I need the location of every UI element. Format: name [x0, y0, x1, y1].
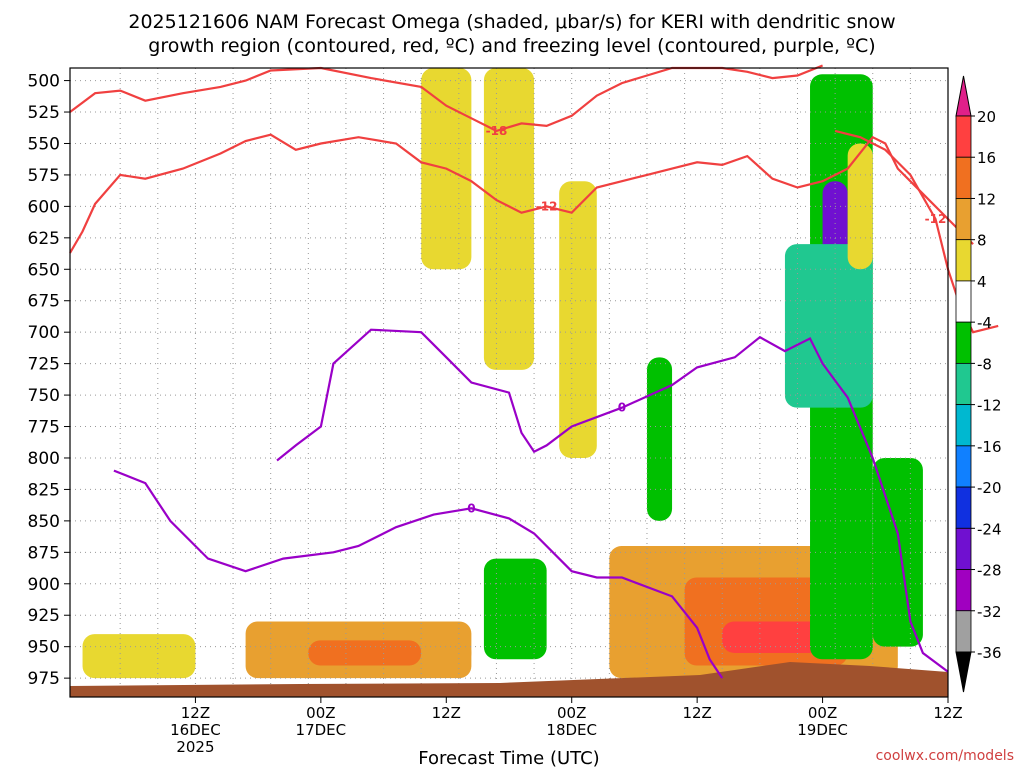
- contour-line-0: [276, 328, 949, 673]
- colorbar-swatch-12: [955, 610, 972, 653]
- colorbar-swatch-10: [955, 527, 972, 570]
- colorbar-label-6: -8: [977, 355, 992, 373]
- colorbar-swatch-7: [955, 404, 972, 447]
- colorbar-label-10: -24: [977, 520, 1002, 538]
- colorbar-label-12: -32: [977, 603, 1002, 621]
- y-tick-label-11: 775: [28, 418, 60, 438]
- y-tick-label-2: 550: [28, 134, 60, 154]
- contour-label-3: -18: [486, 124, 508, 138]
- terrain-ground: [70, 662, 948, 697]
- colorbar-label-4: 4: [977, 273, 987, 291]
- y-tick-label-13: 825: [28, 480, 60, 500]
- y-tick-label-15: 875: [28, 543, 60, 563]
- omega-shading: [82, 68, 923, 679]
- sinking-column-upper-3: [559, 181, 597, 458]
- colorbar-label-13: -36: [977, 644, 1002, 662]
- colorbar-swatch-5: [955, 321, 972, 364]
- x-tick-label-4-0: 12Z: [682, 704, 711, 722]
- colorbar: 20 16 12 8 4 -4 -8 -12 -16 -20 -24 -28 -32 -36: [955, 75, 1002, 693]
- watermark: coolwx.com/models: [876, 748, 1014, 764]
- rising-cell-mid: [646, 357, 673, 521]
- x-tick-label-3-0: 00Z: [557, 704, 586, 722]
- y-tick-label-7: 675: [28, 292, 60, 312]
- colorbar-label-1: 16: [977, 149, 996, 167]
- colorbar-label-2: 12: [977, 190, 996, 208]
- colorbar-swatch-4: [955, 280, 972, 323]
- colorbar-label-5: -4: [977, 314, 992, 332]
- contour-line-2: [69, 133, 974, 254]
- colorbar-swatch-0: [955, 115, 972, 158]
- x-tick-label-5-0: 00Z: [808, 704, 837, 722]
- colorbar-swatch-9: [955, 486, 972, 529]
- colorbar-swatch-8: [955, 445, 972, 488]
- y-tick-label-18: 950: [28, 638, 60, 658]
- y-axis: 500 525 550 575 600 625 650 675 700 725 750 775 800 8…: [28, 72, 70, 689]
- sinking-cell-core-1: [308, 640, 422, 666]
- y-tick-label-3: 575: [28, 166, 60, 186]
- colorbar-label-7: -12: [977, 397, 1002, 415]
- contour-label-1: 0: [467, 501, 475, 515]
- y-tick-label-10: 750: [28, 386, 60, 406]
- y-tick-label-8: 700: [28, 323, 60, 343]
- sinking-cell-core-2: [421, 640, 472, 666]
- y-tick-label-17: 925: [28, 606, 60, 626]
- sinking-cell-west-max: [722, 621, 836, 653]
- chart-title-line2: growth region (contoured, red, ºC) and f…: [148, 35, 875, 57]
- y-tick-label-19: 975: [28, 669, 60, 689]
- rising-column-low: [872, 457, 923, 647]
- y-tick-label-5: 625: [28, 229, 60, 249]
- sinking-cell-east-1: [82, 634, 196, 679]
- contour-label-4: -12: [925, 212, 947, 226]
- terrain: [70, 662, 948, 697]
- x-tick-label-2-0: 12Z: [432, 704, 461, 722]
- x-tick-label-0-2: 2025: [176, 738, 214, 756]
- y-tick-label-16: 900: [28, 575, 60, 595]
- colorbar-bottom-arrow: [955, 651, 972, 693]
- y-tick-label-0: 500: [28, 72, 60, 92]
- x-tick-label-6-0: 12Z: [933, 704, 962, 722]
- colorbar-label-8: -16: [977, 438, 1002, 456]
- colorbar-label-0: 20: [977, 108, 996, 126]
- colorbar-swatch-1: [955, 156, 972, 199]
- y-tick-label-6: 650: [28, 260, 60, 280]
- sinking-column-upper-2: [483, 68, 535, 370]
- x-tick-label-1-1: 17DEC: [296, 721, 347, 739]
- contour-label-2: -12: [536, 199, 558, 213]
- x-tick-label-5-1: 19DEC: [797, 721, 848, 739]
- contour-label-0: 0: [618, 401, 626, 415]
- colorbar-swatch-2: [955, 198, 972, 241]
- y-tick-label-14: 850: [28, 512, 60, 532]
- rising-column-edge: [784, 244, 873, 408]
- x-axis-label: Forecast Time (UTC): [418, 748, 599, 768]
- y-tick-label-4: 600: [28, 197, 60, 217]
- colorbar-label-3: 8: [977, 232, 987, 250]
- colorbar-top-arrow: [955, 75, 972, 117]
- y-tick-label-12: 800: [28, 449, 60, 469]
- x-tick-label-0-0: 12Z: [181, 704, 210, 722]
- y-tick-label-9: 725: [28, 355, 60, 375]
- colorbar-swatch-3: [955, 239, 972, 282]
- colorbar-swatch-6: [955, 362, 972, 406]
- rising-cell-lowlevel: [483, 558, 547, 660]
- colorbar-label-11: -28: [977, 562, 1002, 580]
- chart-title-line1: 2025121606 NAM Forecast Omega (shaded, μ…: [128, 11, 895, 33]
- x-tick-label-0-1: 16DEC: [170, 721, 221, 739]
- x-tick-label-1-0: 00Z: [306, 704, 335, 722]
- contour-line-1: [113, 469, 724, 679]
- colorbar-label-9: -20: [977, 479, 1002, 497]
- plot-frame: [69, 67, 949, 698]
- colorbar-swatch-11: [955, 569, 972, 612]
- y-tick-label-1: 525: [28, 103, 60, 123]
- x-tick-label-3-1: 18DEC: [546, 721, 597, 739]
